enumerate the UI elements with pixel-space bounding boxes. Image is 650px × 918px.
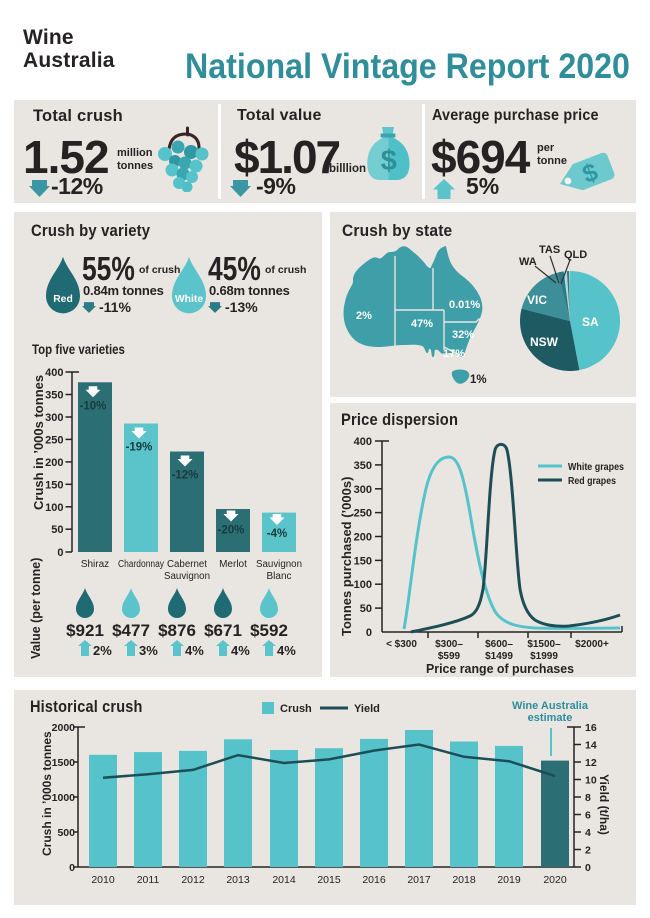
svg-text:50: 50 <box>360 603 372 615</box>
svg-text:6: 6 <box>585 810 591 822</box>
svg-text:Wine Australia: Wine Australia <box>512 700 589 712</box>
svg-text:350: 350 <box>354 460 372 472</box>
svg-text:$: $ <box>381 145 397 177</box>
svg-text:$2000+: $2000+ <box>575 639 609 650</box>
svg-text:$1499: $1499 <box>485 651 513 662</box>
svg-text:17%: 17% <box>443 348 465 360</box>
svg-text:VIC: VIC <box>527 293 547 307</box>
svg-text:2013: 2013 <box>226 874 250 886</box>
svg-text:300: 300 <box>354 484 372 496</box>
svg-text:47%: 47% <box>411 318 433 330</box>
svg-text:0: 0 <box>366 627 372 639</box>
svg-text:< $300: < $300 <box>386 639 417 650</box>
svg-text:$876: $876 <box>158 621 196 640</box>
svg-text:3%: 3% <box>139 643 158 658</box>
svg-text:2%: 2% <box>356 310 372 322</box>
svg-text:$300–: $300– <box>435 639 463 650</box>
svg-text:TAS: TAS <box>539 244 560 256</box>
svg-text:4: 4 <box>585 827 591 839</box>
svg-text:Red grapes: Red grapes <box>568 476 616 487</box>
svg-text:SA: SA <box>582 315 599 329</box>
svg-text:0.01%: 0.01% <box>449 299 480 311</box>
svg-text:10: 10 <box>585 775 597 787</box>
svg-text:Chardonnay: Chardonnay <box>118 559 164 570</box>
svg-text:0: 0 <box>69 862 75 874</box>
svg-text:Yield: Yield <box>354 703 380 715</box>
svg-text:50: 50 <box>51 524 63 536</box>
svg-text:200: 200 <box>45 457 63 469</box>
svg-text:Sauvignon: Sauvignon <box>256 559 302 570</box>
svg-text:32%: 32% <box>452 329 474 341</box>
svg-text:8: 8 <box>585 792 591 804</box>
svg-text:$1500–: $1500– <box>527 639 561 650</box>
svg-text:-19%: -19% <box>126 442 153 454</box>
svg-text:2015: 2015 <box>317 874 341 886</box>
svg-text:2012: 2012 <box>181 874 205 886</box>
svg-text:2: 2 <box>585 845 591 857</box>
svg-text:$671: $671 <box>204 621 242 640</box>
svg-text:2010: 2010 <box>91 874 115 886</box>
svg-text:500: 500 <box>57 827 75 839</box>
svg-text:$921: $921 <box>66 621 104 640</box>
svg-text:1500: 1500 <box>52 757 76 769</box>
svg-text:16: 16 <box>585 722 597 734</box>
svg-text:-10%: -10% <box>80 401 107 413</box>
svg-text:200: 200 <box>354 532 372 544</box>
svg-text:Red: Red <box>53 294 73 305</box>
svg-text:350: 350 <box>45 390 63 402</box>
svg-text:estimate: estimate <box>528 712 573 724</box>
svg-text:400: 400 <box>354 436 372 448</box>
svg-text:1000: 1000 <box>52 792 76 804</box>
svg-text:2014: 2014 <box>272 874 296 886</box>
svg-text:0: 0 <box>57 547 63 559</box>
svg-text:$477: $477 <box>112 621 150 640</box>
svg-text:150: 150 <box>354 555 372 567</box>
svg-text:NSW: NSW <box>530 335 559 349</box>
svg-text:-12%: -12% <box>172 470 199 482</box>
svg-text:Crush: Crush <box>280 703 312 715</box>
svg-text:2020: 2020 <box>543 874 567 886</box>
svg-text:White grapes: White grapes <box>568 462 624 473</box>
svg-text:2016: 2016 <box>362 874 386 886</box>
svg-text:2%: 2% <box>93 643 112 658</box>
svg-text:14: 14 <box>585 740 597 752</box>
svg-text:4%: 4% <box>277 643 296 658</box>
svg-text:250: 250 <box>45 434 63 446</box>
svg-text:Price range of purchases: Price range of purchases <box>426 661 574 676</box>
svg-text:$600–: $600– <box>485 639 513 650</box>
svg-text:$1999: $1999 <box>530 651 558 662</box>
svg-text:$592: $592 <box>250 621 288 640</box>
svg-text:300: 300 <box>45 412 63 424</box>
svg-text:-4%: -4% <box>267 528 287 540</box>
svg-text:Blanc: Blanc <box>266 571 291 582</box>
svg-text:WA: WA <box>519 256 537 268</box>
svg-text:Merlot: Merlot <box>219 559 247 570</box>
svg-text:2017: 2017 <box>407 874 431 886</box>
svg-text:2018: 2018 <box>452 874 476 886</box>
svg-text:1%: 1% <box>470 374 487 385</box>
svg-text:$599: $599 <box>438 651 461 662</box>
svg-text:2000: 2000 <box>52 722 76 734</box>
svg-text:4%: 4% <box>231 643 250 658</box>
svg-text:Shiraz: Shiraz <box>81 559 109 570</box>
svg-text:100: 100 <box>354 579 372 591</box>
svg-text:QLD: QLD <box>564 249 587 261</box>
svg-text:Cabernet: Cabernet <box>167 559 207 570</box>
svg-text:-20%: -20% <box>218 525 245 537</box>
svg-text:4%: 4% <box>185 643 204 658</box>
svg-text:2019: 2019 <box>497 874 521 886</box>
svg-text:400: 400 <box>45 367 63 379</box>
svg-text:100: 100 <box>45 502 63 514</box>
svg-text:0: 0 <box>585 862 591 874</box>
svg-text:250: 250 <box>354 508 372 520</box>
svg-text:150: 150 <box>45 479 63 491</box>
svg-text:Sauvignon: Sauvignon <box>164 571 210 582</box>
svg-text:12: 12 <box>585 757 597 769</box>
svg-text:White: White <box>175 294 203 305</box>
svg-text:2011: 2011 <box>137 874 160 886</box>
